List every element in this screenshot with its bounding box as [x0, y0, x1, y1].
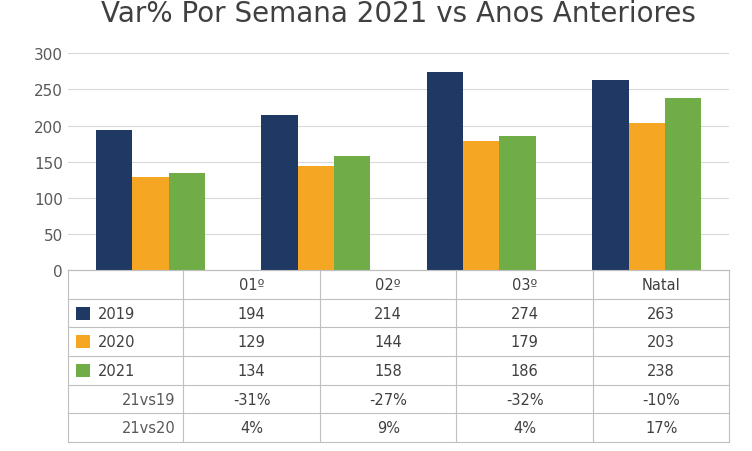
Text: 2019: 2019	[98, 306, 135, 321]
Bar	[499, 136, 536, 271]
Text: 214: 214	[374, 306, 402, 321]
Text: 194: 194	[238, 306, 265, 321]
Text: 4%: 4%	[240, 420, 263, 435]
Bar	[76, 307, 90, 320]
Text: 01º: 01º	[239, 277, 265, 292]
Text: 02º: 02º	[375, 277, 401, 292]
Text: Natal: Natal	[641, 277, 681, 292]
Text: -31%: -31%	[233, 391, 271, 407]
Bar	[629, 124, 665, 271]
Text: 158: 158	[374, 363, 402, 378]
Bar	[298, 167, 334, 271]
Text: 186: 186	[511, 363, 538, 378]
Bar	[76, 364, 90, 377]
Text: 21vs19: 21vs19	[122, 391, 175, 407]
Text: 9%: 9%	[377, 420, 400, 435]
Text: -32%: -32%	[506, 391, 544, 407]
Text: 274: 274	[511, 306, 538, 321]
Text: 21vs20: 21vs20	[122, 420, 175, 435]
Text: 4%: 4%	[513, 420, 536, 435]
Text: -27%: -27%	[369, 391, 407, 407]
Bar	[168, 174, 205, 271]
Bar	[96, 131, 132, 271]
Bar	[592, 81, 629, 271]
Text: 03º: 03º	[512, 277, 538, 292]
Bar	[426, 73, 463, 271]
Bar	[665, 99, 702, 271]
Text: 238: 238	[647, 363, 675, 378]
Text: -10%: -10%	[642, 391, 680, 407]
Bar	[463, 142, 499, 271]
Text: 2021: 2021	[98, 363, 135, 378]
Title: Var% Por Semana 2021 vs Anos Anteriores: Var% Por Semana 2021 vs Anos Anteriores	[101, 0, 696, 28]
Bar	[334, 156, 371, 271]
Text: 2020: 2020	[98, 335, 135, 350]
Bar	[76, 336, 90, 349]
Text: 144: 144	[374, 335, 402, 350]
Text: 203: 203	[647, 335, 675, 350]
Text: 263: 263	[647, 306, 675, 321]
Text: 129: 129	[238, 335, 265, 350]
Bar	[132, 178, 168, 271]
Text: 17%: 17%	[645, 420, 678, 435]
Text: 134: 134	[238, 363, 265, 378]
Bar	[261, 116, 298, 271]
Text: 179: 179	[511, 335, 538, 350]
